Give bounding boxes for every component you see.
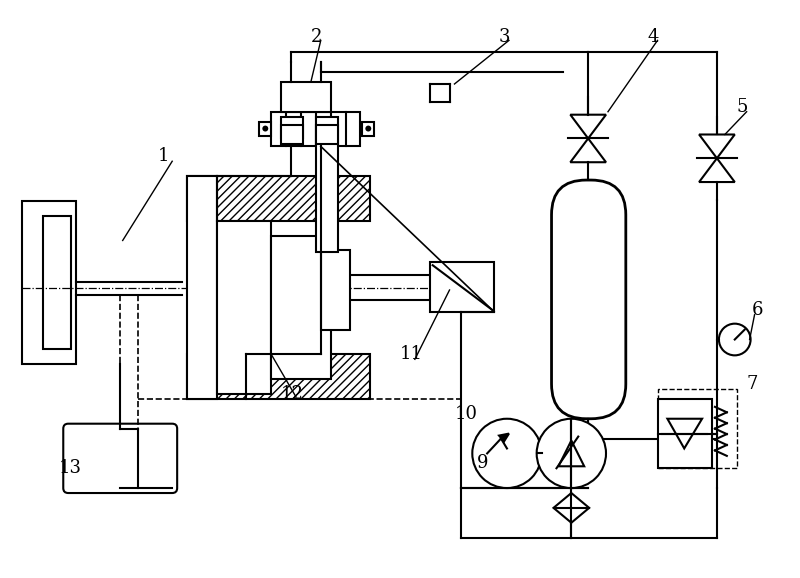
Text: 6: 6 (751, 301, 763, 319)
FancyBboxPatch shape (551, 180, 626, 418)
Bar (271, 235, 330, 379)
Circle shape (366, 125, 371, 132)
Bar (321, 250, 350, 329)
Bar (658, 399, 712, 468)
Bar (259, 121, 271, 136)
Text: 1: 1 (158, 147, 169, 165)
Bar (316, 117, 338, 253)
FancyBboxPatch shape (63, 424, 177, 493)
Bar (362, 121, 374, 136)
Circle shape (262, 125, 268, 132)
Polygon shape (699, 158, 734, 182)
Polygon shape (499, 434, 509, 442)
Polygon shape (558, 440, 584, 466)
Bar (430, 262, 494, 312)
Bar (187, 176, 370, 221)
Text: 10: 10 (454, 405, 478, 423)
Circle shape (472, 418, 542, 488)
Polygon shape (570, 139, 606, 162)
Polygon shape (554, 493, 589, 523)
Text: 4: 4 (647, 28, 659, 46)
Bar (281, 125, 303, 144)
Text: 3: 3 (499, 28, 510, 46)
Bar (187, 176, 217, 399)
Bar (43, 216, 71, 350)
Text: 2: 2 (311, 28, 322, 46)
Polygon shape (699, 135, 734, 158)
Bar (271, 112, 360, 146)
Circle shape (719, 324, 750, 355)
Bar (217, 221, 271, 394)
Bar (658, 389, 737, 468)
Text: 7: 7 (746, 375, 758, 393)
Text: 9: 9 (478, 454, 489, 472)
Text: 5: 5 (737, 98, 748, 116)
Text: 12: 12 (281, 385, 304, 403)
Circle shape (537, 418, 606, 488)
Bar (316, 125, 338, 144)
Polygon shape (667, 418, 702, 449)
Bar (22, 201, 76, 364)
Text: 13: 13 (58, 460, 82, 477)
Bar (281, 82, 330, 112)
Bar (281, 117, 303, 139)
Bar (187, 354, 370, 399)
Polygon shape (570, 114, 606, 139)
Text: 11: 11 (400, 346, 423, 364)
